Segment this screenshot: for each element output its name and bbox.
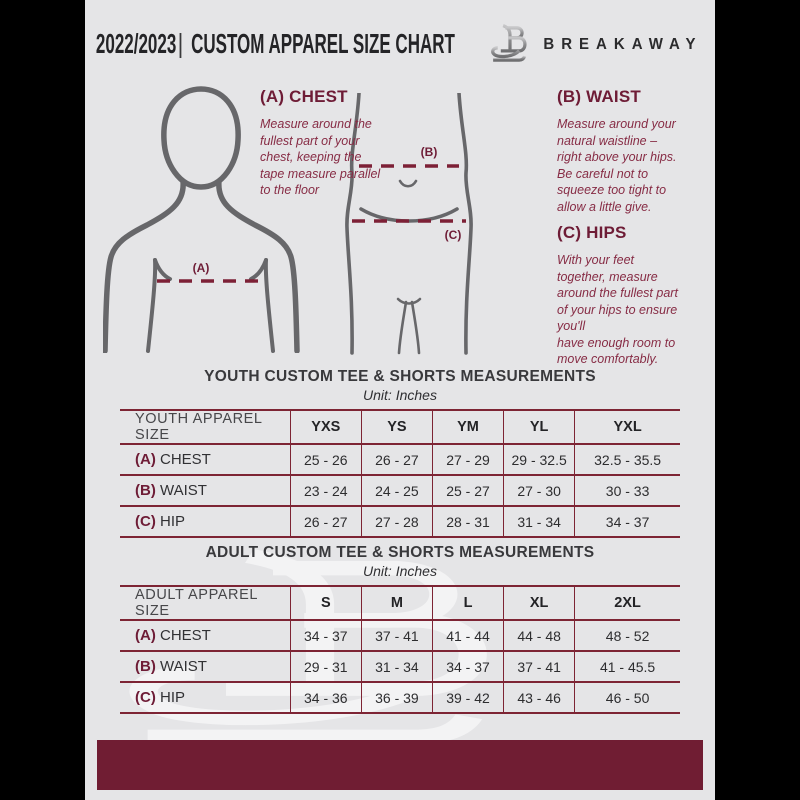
measurement-range-cell: 37 - 41 [503, 651, 575, 683]
row-letter-prefix: (B) [135, 658, 156, 675]
size-column-header-cell: YXS [289, 410, 362, 445]
measurement-range-cell: 25 - 26 [289, 444, 362, 476]
page-header: 2022/2023 | CUSTOM APPAREL SIZE CHART BR… [85, 18, 715, 70]
chest-marker-label: (A) [193, 261, 210, 275]
measurement-range-cell: 36 - 39 [360, 682, 433, 714]
measurement-range-cell: 27 - 29 [431, 444, 504, 476]
waist-marker-label: (B) [421, 145, 438, 159]
header-year: 2022/2023 [96, 27, 177, 60]
measurement-range-cell: 29 - 32.5 [503, 444, 575, 476]
size-column-header-cell: YS [360, 410, 433, 445]
row-letter-prefix: (C) [135, 513, 156, 530]
youth-measurements-section: YOUTH CUSTOM TEE & SHORTS MEASUREMENTS U… [120, 368, 680, 538]
size-column-header-cell: 2XL [574, 586, 680, 621]
size-column-header-cell: YM [431, 410, 504, 445]
measurement-range-cell: 41 - 45.5 [574, 651, 680, 683]
row-letter-prefix: (B) [135, 482, 156, 499]
youth-measurements-table: YOUTH APPAREL SIZE YXS YS YM YL YXL (A) CHEST 2… [120, 409, 680, 538]
row-label-cell: (A) CHEST [120, 444, 291, 476]
table-header-row: YOUTH APPAREL SIZE YXS YS YM YL YXL [120, 410, 680, 445]
table-row: (C) HIP 34 - 36 36 - 39 39 - 42 43 - 46 46 - … [120, 682, 680, 714]
measurement-range-cell: 44 - 48 [503, 620, 575, 652]
chest-guide-text: Measure around the fullest part of your … [260, 117, 381, 197]
measurement-range-cell: 34 - 37 [289, 620, 362, 652]
chest-guide-block: (A) CHEST Measure around the fullest par… [260, 87, 420, 199]
size-column-header-cell: M [360, 586, 433, 621]
hips-guide-block: (C) HIPS With your feet together, measur… [557, 223, 715, 368]
hips-guide-text: With your feet together, measure around … [557, 253, 678, 366]
chest-guide-heading: (A) CHEST [260, 87, 348, 106]
adult-measurements-section: ADULT CUSTOM TEE & SHORTS MEASUREMENTS U… [120, 544, 680, 714]
measurement-range-cell: 23 - 24 [289, 475, 362, 507]
apparel-size-header-cell: YOUTH APPAREL SIZE [120, 410, 291, 445]
youth-unit-label: Unit: Inches [363, 387, 437, 403]
table-row: (C) HIP 26 - 27 27 - 28 28 - 31 31 - 34 34 - … [120, 506, 680, 538]
measurement-range-cell: 27 - 28 [360, 506, 433, 538]
row-label-cell: (A) CHEST [120, 620, 291, 652]
measurement-range-cell: 29 - 31 [289, 651, 362, 683]
measurement-range-cell: 27 - 30 [503, 475, 575, 507]
header-separator: | [177, 28, 184, 59]
row-label-cell: (C) HIP [120, 506, 291, 538]
measurement-range-cell: 48 - 52 [574, 620, 680, 652]
measurement-range-cell: 43 - 46 [503, 682, 575, 714]
adult-measurements-table: ADULT APPAREL SIZE S M L XL 2XL (A) CHEST 34 - … [120, 585, 680, 714]
youth-section-title: YOUTH CUSTOM TEE & SHORTS MEASUREMENTS [204, 368, 596, 385]
size-column-header-cell: L [431, 586, 504, 621]
measurement-range-cell: 34 - 37 [574, 506, 680, 538]
measurement-range-cell: 28 - 31 [431, 506, 504, 538]
waist-guide-text: Measure around your natural waistline – … [557, 117, 677, 214]
page-title: CUSTOM APPAREL SIZE CHART [191, 27, 456, 60]
measurement-range-cell: 39 - 42 [431, 682, 504, 714]
hip-marker-label: (C) [445, 228, 462, 242]
measurement-range-cell: 34 - 36 [289, 682, 362, 714]
measurement-guide: (A) (B) (C) (A) [85, 75, 715, 370]
apparel-size-header-cell: ADULT APPAREL SIZE [120, 586, 291, 621]
adult-section-title: ADULT CUSTOM TEE & SHORTS MEASUREMENTS [205, 544, 595, 561]
table-row: (A) CHEST 34 - 37 37 - 41 41 - 44 44 - 48 48 … [120, 620, 680, 652]
breakaway-b-logo-icon [491, 24, 527, 62]
measurement-range-cell: 24 - 25 [360, 475, 433, 507]
table-row: (B) WAIST 29 - 31 31 - 34 34 - 37 37 - 41 41 … [120, 651, 680, 683]
table-row: (A) CHEST 25 - 26 26 - 27 27 - 29 29 - 32.5 3… [120, 444, 680, 476]
size-column-header-cell: YXL [574, 410, 680, 445]
row-letter-prefix: (A) [135, 627, 156, 644]
waist-guide-heading: (B) WAIST [557, 87, 641, 106]
measurement-range-cell: 30 - 33 [574, 475, 680, 507]
table-header-row: ADULT APPAREL SIZE S M L XL 2XL [120, 586, 680, 621]
measurement-range-cell: 26 - 27 [289, 506, 362, 538]
row-label-cell: (B) WAIST [120, 651, 291, 683]
size-column-header-cell: YL [503, 410, 575, 445]
brand-wordmark: BREAKAWAY [543, 35, 703, 53]
waist-guide-block: (B) WAIST Measure around your natural wa… [557, 87, 709, 215]
size-column-header-cell: XL [503, 586, 575, 621]
adult-unit-label: Unit: Inches [363, 563, 437, 579]
measurement-range-cell: 37 - 41 [360, 620, 433, 652]
row-letter-prefix: (C) [135, 689, 156, 706]
measurement-range-cell: 41 - 44 [431, 620, 504, 652]
measurement-range-cell: 31 - 34 [360, 651, 433, 683]
measurement-range-cell: 46 - 50 [574, 682, 680, 714]
footer-bar [97, 740, 703, 790]
table-row: (B) WAIST 23 - 24 24 - 25 25 - 27 27 - 30 30 … [120, 475, 680, 507]
measurement-range-cell: 31 - 34 [503, 506, 575, 538]
measurement-range-cell: 32.5 - 35.5 [574, 444, 680, 476]
measurement-range-cell: 34 - 37 [431, 651, 504, 683]
row-letter-prefix: (A) [135, 451, 156, 468]
hips-diagram: (B) (C) [345, 93, 473, 355]
hips-guide-heading: (C) HIPS [557, 223, 627, 242]
measurement-range-cell: 25 - 27 [431, 475, 504, 507]
row-label-cell: (B) WAIST [120, 475, 291, 507]
size-column-header-cell: S [289, 586, 362, 621]
size-chart-page: 2022/2023 | CUSTOM APPAREL SIZE CHART BR… [85, 0, 715, 800]
measurement-range-cell: 26 - 27 [360, 444, 433, 476]
row-label-cell: (C) HIP [120, 682, 291, 714]
torso-diagram: (A) [103, 86, 300, 353]
